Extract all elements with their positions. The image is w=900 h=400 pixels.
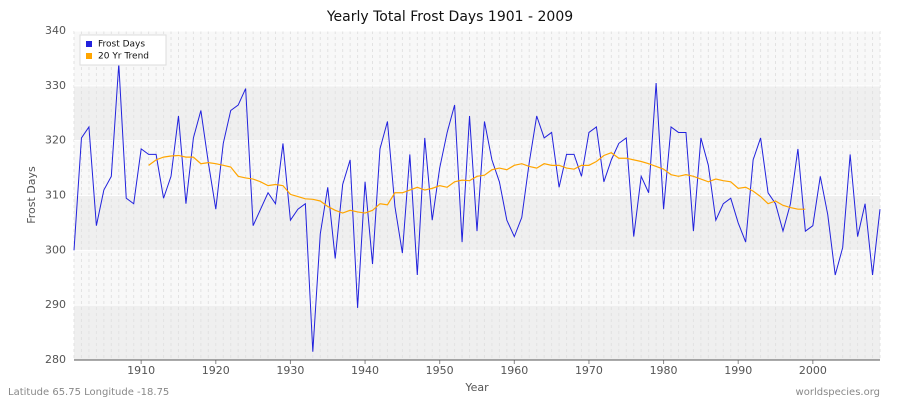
x-tick-label: 1970 (575, 364, 603, 377)
x-tick-label: 1920 (202, 364, 230, 377)
x-tick-label: 1950 (426, 364, 454, 377)
y-tick-label: 300 (45, 243, 66, 256)
band (74, 85, 880, 141)
legend-label: Frost Days (98, 40, 145, 50)
y-tick-label: 340 (45, 24, 66, 37)
x-tick-label: 1990 (724, 364, 752, 377)
chart-title: Yearly Total Frost Days 1901 - 2009 (326, 9, 573, 25)
y-axis-label: Frost Days (25, 166, 38, 224)
x-tick-label: 1940 (351, 364, 379, 377)
y-tick-label: 330 (45, 79, 66, 92)
x-tick-label: 2000 (799, 364, 827, 377)
legend-box (79, 34, 167, 66)
y-tick-label: 320 (45, 134, 66, 147)
series-line (148, 152, 806, 214)
x-tick-label: 1910 (127, 364, 155, 377)
x-tick-label: 1960 (500, 364, 528, 377)
y-tick-label: 280 (45, 353, 66, 366)
footer-right: worldspecies.org (796, 387, 880, 398)
legend-swatch (86, 53, 92, 59)
x-tick-label: 1980 (650, 364, 678, 377)
x-tick-label: 1930 (276, 364, 304, 377)
legend-swatch (86, 41, 92, 47)
x-axis-label: Year (464, 381, 489, 394)
y-tick-label: 290 (45, 298, 66, 311)
y-tick-label: 310 (45, 189, 66, 202)
legend-label: 20 Yr Trend (98, 52, 149, 62)
footer-left: Latitude 65.75 Longitude -18.75 (8, 387, 169, 398)
